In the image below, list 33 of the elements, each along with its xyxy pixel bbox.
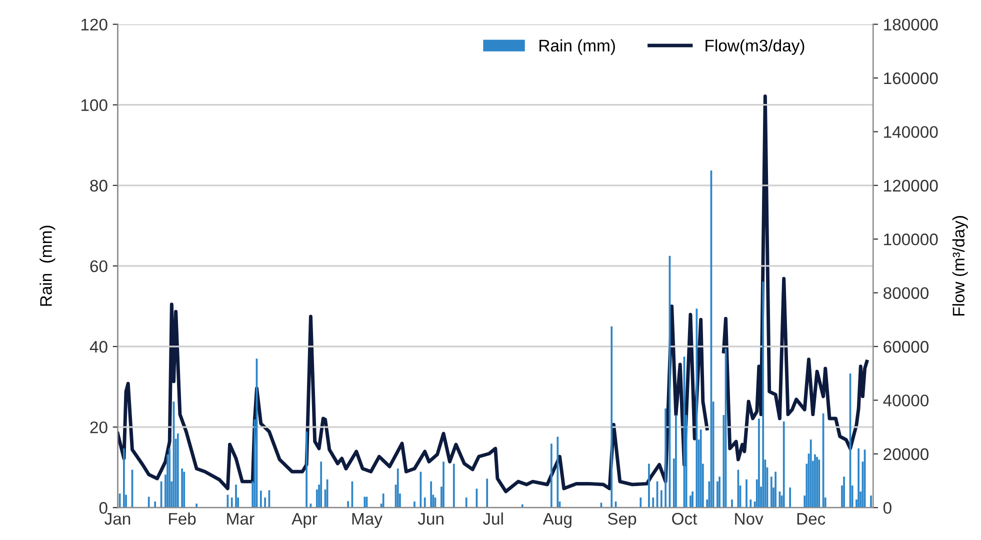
x-tick-label: Feb (169, 512, 196, 525)
legend-label: Flow(m3/day) (706, 39, 804, 55)
y2-tick-label: 100000 (884, 234, 938, 246)
y-tick-label: 80 (90, 180, 108, 192)
y2-tick-label: 0 (883, 502, 892, 514)
y2-tick-label: 180000 (884, 18, 938, 31)
y-tick-label: 100 (81, 99, 108, 112)
y-tick-label: 40 (90, 340, 108, 353)
y2-tick-label: 40000 (883, 394, 929, 406)
y2-tick-label: 120000 (884, 180, 938, 192)
y-tick-label: 120 (81, 18, 108, 31)
x-tick-label: Dec (797, 513, 826, 525)
x-tick-label: Apr (292, 513, 318, 528)
y2-tick-label: 140000 (884, 126, 938, 138)
y-axis-title: Rain (mm) (40, 226, 56, 306)
y2-tick-label: 20000 (884, 448, 929, 460)
x-tick-label: Jun (418, 513, 444, 525)
y2-tick-label: 160000 (884, 72, 938, 84)
x-tick-label: Jul (482, 512, 503, 525)
y-tick-label: 0 (99, 502, 108, 514)
y2-tick-label: 80000 (884, 287, 929, 300)
x-tick-label: Nov (735, 513, 764, 525)
x-tick-label: Jan (104, 513, 130, 525)
x-tick-label: Oct (672, 512, 698, 525)
y-tick-label: 60 (90, 260, 108, 272)
y-tick-label: 20 (90, 421, 108, 434)
y2-axis-title: Flow (m³/day) (952, 216, 968, 316)
x-tick-label: Aug (542, 513, 572, 528)
x-tick-label: May (352, 513, 382, 528)
legend-label: Rain (mm) (540, 39, 615, 55)
y2-tick-label: 60000 (884, 340, 929, 353)
x-tick-label: Sep (608, 512, 636, 528)
x-tick-label: Mar (227, 513, 254, 525)
